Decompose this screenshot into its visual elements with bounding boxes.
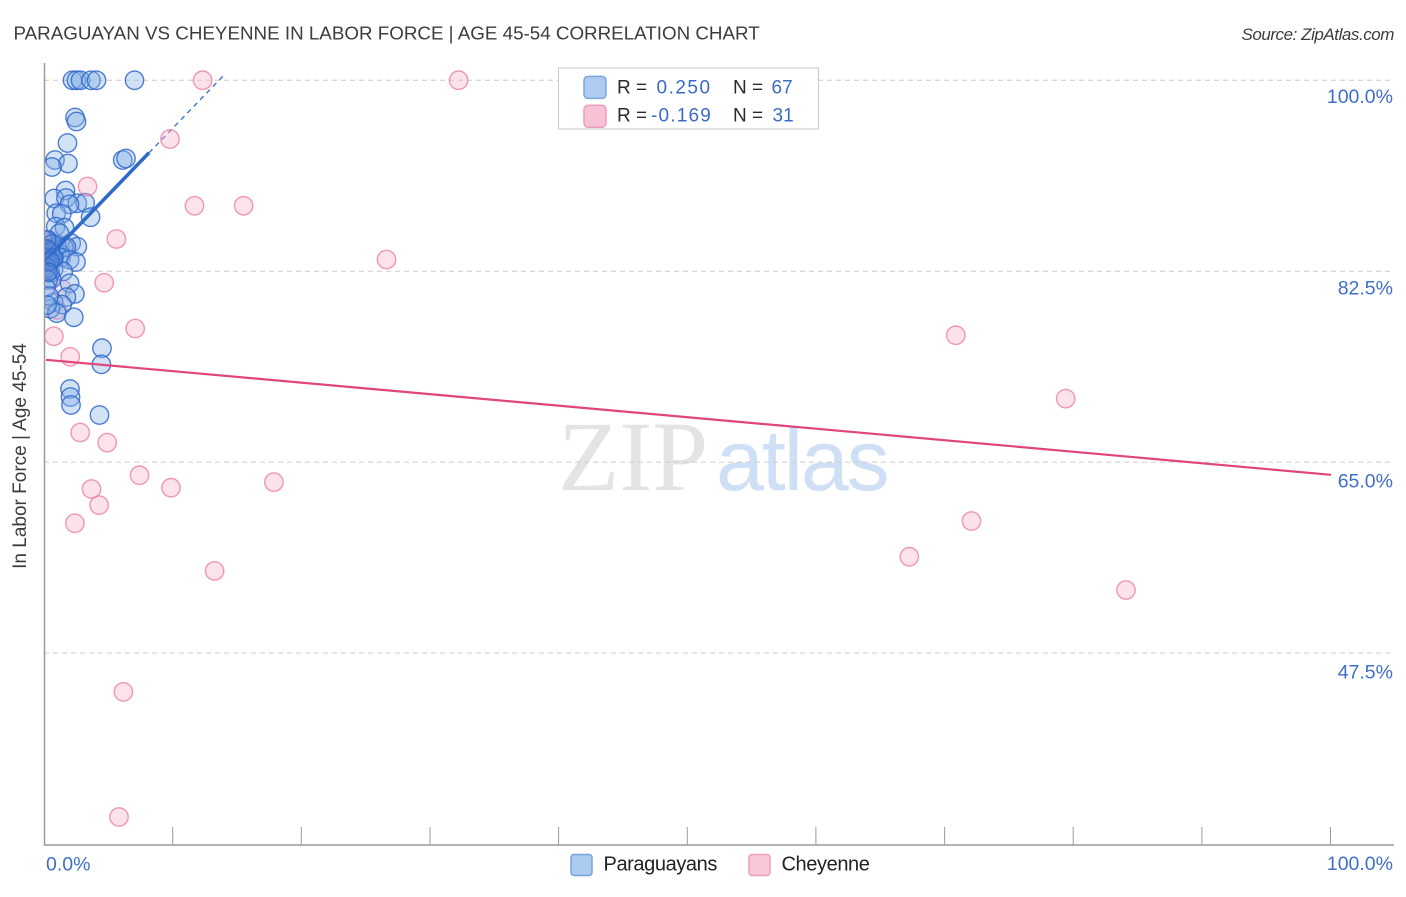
- svg-text:100.0%: 100.0%: [1327, 86, 1393, 108]
- svg-text:82.5%: 82.5%: [1338, 278, 1393, 300]
- svg-text:67: 67: [772, 77, 793, 98]
- svg-text:Cheyenne: Cheyenne: [782, 854, 870, 876]
- svg-text:47.5%: 47.5%: [1338, 662, 1393, 684]
- svg-text:Paraguayans: Paraguayans: [604, 854, 718, 876]
- svg-text:ZIP: ZIP: [558, 401, 708, 512]
- svg-text:atlas: atlas: [716, 413, 888, 509]
- svg-text:65.0%: 65.0%: [1338, 471, 1393, 493]
- svg-text:-0.169: -0.169: [651, 105, 712, 126]
- svg-text:R =: R =: [617, 77, 647, 98]
- svg-text:R =: R =: [617, 105, 647, 126]
- svg-text:0.0%: 0.0%: [46, 854, 90, 876]
- svg-text:N =: N =: [733, 77, 763, 98]
- svg-text:In Labor Force | Age 45-54: In Labor Force | Age 45-54: [10, 343, 31, 569]
- svg-text:31: 31: [773, 105, 794, 126]
- svg-text:0.250: 0.250: [657, 77, 712, 98]
- svg-text:PARAGUAYAN VS CHEYENNE IN LABO: PARAGUAYAN VS CHEYENNE IN LABOR FORCE | …: [14, 22, 761, 43]
- svg-text:N =: N =: [733, 105, 763, 126]
- svg-text:Source: ZipAtlas.com: Source: ZipAtlas.com: [1241, 25, 1394, 44]
- svg-text:100.0%: 100.0%: [1327, 853, 1393, 875]
